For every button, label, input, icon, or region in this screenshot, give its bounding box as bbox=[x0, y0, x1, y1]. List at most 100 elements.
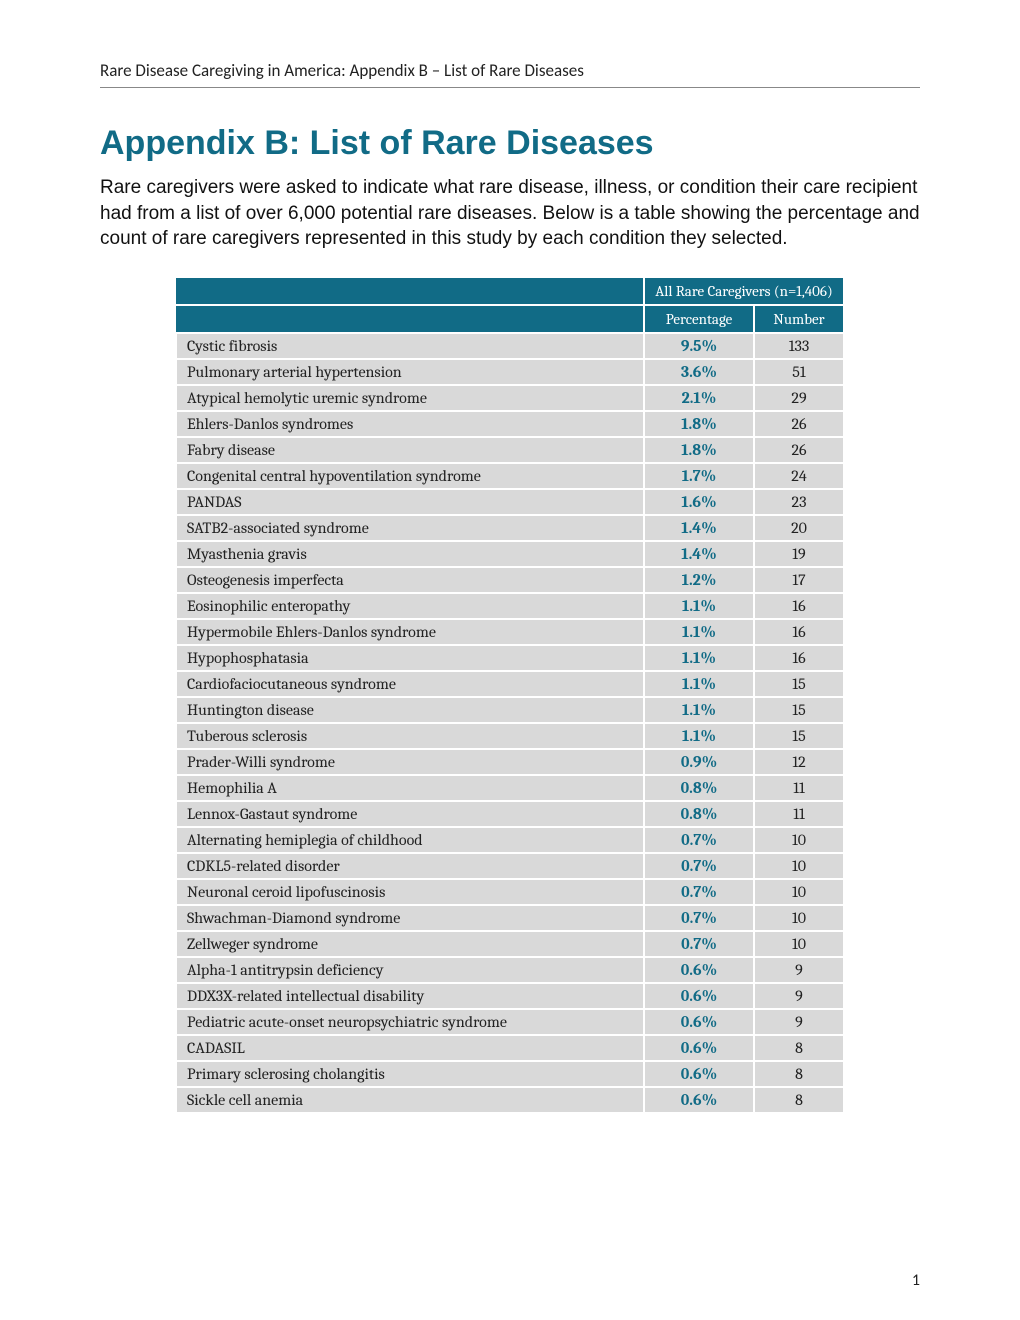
disease-name: Prader-Willi syndrome bbox=[176, 749, 644, 775]
disease-number: 19 bbox=[754, 541, 844, 567]
disease-number: 8 bbox=[754, 1087, 844, 1113]
disease-name: Hypermobile Ehlers-Danlos syndrome bbox=[176, 619, 644, 645]
table-header-blank bbox=[176, 277, 644, 305]
disease-number: 10 bbox=[754, 827, 844, 853]
disease-percentage: 1.1% bbox=[644, 645, 754, 671]
disease-name: Shwachman-Diamond syndrome bbox=[176, 905, 644, 931]
disease-number: 10 bbox=[754, 879, 844, 905]
disease-name: Cystic fibrosis bbox=[176, 333, 644, 359]
disease-number: 20 bbox=[754, 515, 844, 541]
table-row: Neuronal ceroid lipofuscinosis0.7%10 bbox=[176, 879, 844, 905]
disease-percentage: 0.6% bbox=[644, 957, 754, 983]
disease-percentage: 0.6% bbox=[644, 1061, 754, 1087]
table-row: Pediatric acute-onset neuropsychiatric s… bbox=[176, 1009, 844, 1035]
disease-name: Ehlers-Danlos syndromes bbox=[176, 411, 644, 437]
disease-percentage: 0.6% bbox=[644, 1087, 754, 1113]
table-row: Atypical hemolytic uremic syndrome2.1%29 bbox=[176, 385, 844, 411]
disease-percentage: 1.1% bbox=[644, 697, 754, 723]
disease-number: 15 bbox=[754, 723, 844, 749]
disease-name: Eosinophilic enteropathy bbox=[176, 593, 644, 619]
disease-number: 133 bbox=[754, 333, 844, 359]
table-row: Sickle cell anemia0.6%8 bbox=[176, 1087, 844, 1113]
disease-percentage: 1.1% bbox=[644, 671, 754, 697]
disease-percentage: 0.6% bbox=[644, 983, 754, 1009]
table-row: Fabry disease1.8%26 bbox=[176, 437, 844, 463]
disease-percentage: 3.6% bbox=[644, 359, 754, 385]
disease-name: Lennox-Gastaut syndrome bbox=[176, 801, 644, 827]
disease-percentage: 1.1% bbox=[644, 593, 754, 619]
disease-name: Neuronal ceroid lipofuscinosis bbox=[176, 879, 644, 905]
table-row: Cystic fibrosis9.5%133 bbox=[176, 333, 844, 359]
disease-percentage: 0.7% bbox=[644, 853, 754, 879]
disease-number: 8 bbox=[754, 1061, 844, 1087]
disease-number: 9 bbox=[754, 983, 844, 1009]
disease-percentage: 0.7% bbox=[644, 931, 754, 957]
disease-number: 8 bbox=[754, 1035, 844, 1061]
disease-name: Hemophilia A bbox=[176, 775, 644, 801]
disease-name: Huntington disease bbox=[176, 697, 644, 723]
disease-percentage: 0.9% bbox=[644, 749, 754, 775]
disease-percentage: 1.2% bbox=[644, 567, 754, 593]
table-col-number: Number bbox=[754, 305, 844, 333]
table-row: CDKL5-related disorder0.7%10 bbox=[176, 853, 844, 879]
intro-paragraph: Rare caregivers were asked to indicate w… bbox=[100, 175, 920, 252]
disease-percentage: 1.4% bbox=[644, 541, 754, 567]
table-row: Primary sclerosing cholangitis0.6%8 bbox=[176, 1061, 844, 1087]
disease-number: 26 bbox=[754, 437, 844, 463]
table-row: DDX3X-related intellectual disability0.6… bbox=[176, 983, 844, 1009]
table-row: Hypophosphatasia1.1%16 bbox=[176, 645, 844, 671]
disease-percentage: 9.5% bbox=[644, 333, 754, 359]
table-row: Hypermobile Ehlers-Danlos syndrome1.1%16 bbox=[176, 619, 844, 645]
disease-name: Alternating hemiplegia of childhood bbox=[176, 827, 644, 853]
disease-name: Sickle cell anemia bbox=[176, 1087, 644, 1113]
disease-number: 16 bbox=[754, 593, 844, 619]
disease-number: 16 bbox=[754, 645, 844, 671]
table-row: CADASIL0.6%8 bbox=[176, 1035, 844, 1061]
disease-number: 26 bbox=[754, 411, 844, 437]
disease-name: SATB2-associated syndrome bbox=[176, 515, 644, 541]
table-row: Osteogenesis imperfecta1.2%17 bbox=[176, 567, 844, 593]
disease-number: 11 bbox=[754, 775, 844, 801]
disease-percentage: 0.8% bbox=[644, 775, 754, 801]
table-row: Alternating hemiplegia of childhood0.7%1… bbox=[176, 827, 844, 853]
disease-name: Myasthenia gravis bbox=[176, 541, 644, 567]
disease-name: Fabry disease bbox=[176, 437, 644, 463]
disease-name: Pulmonary arterial hypertension bbox=[176, 359, 644, 385]
table-row: Pulmonary arterial hypertension3.6%51 bbox=[176, 359, 844, 385]
table-row: Hemophilia A0.8%11 bbox=[176, 775, 844, 801]
table-row: Huntington disease1.1%15 bbox=[176, 697, 844, 723]
disease-name: CDKL5-related disorder bbox=[176, 853, 644, 879]
disease-name: Primary sclerosing cholangitis bbox=[176, 1061, 644, 1087]
disease-name: Congenital central hypoventilation syndr… bbox=[176, 463, 644, 489]
table-row: Myasthenia gravis1.4%19 bbox=[176, 541, 844, 567]
table-row: Cardiofaciocutaneous syndrome1.1%15 bbox=[176, 671, 844, 697]
disease-name: Zellweger syndrome bbox=[176, 931, 644, 957]
table-row: Lennox-Gastaut syndrome0.8%11 bbox=[176, 801, 844, 827]
table-header-group: All Rare Caregivers (n=1,406) bbox=[644, 277, 844, 305]
table-row: Shwachman-Diamond syndrome0.7%10 bbox=[176, 905, 844, 931]
disease-number: 51 bbox=[754, 359, 844, 385]
disease-percentage: 0.6% bbox=[644, 1009, 754, 1035]
disease-name: DDX3X-related intellectual disability bbox=[176, 983, 644, 1009]
disease-percentage: 0.7% bbox=[644, 879, 754, 905]
disease-number: 15 bbox=[754, 697, 844, 723]
disease-name: Pediatric acute-onset neuropsychiatric s… bbox=[176, 1009, 644, 1035]
disease-number: 9 bbox=[754, 957, 844, 983]
disease-name: Tuberous sclerosis bbox=[176, 723, 644, 749]
disease-number: 17 bbox=[754, 567, 844, 593]
disease-percentage: 1.8% bbox=[644, 437, 754, 463]
page-title: Appendix B: List of Rare Diseases bbox=[100, 124, 920, 163]
disease-number: 9 bbox=[754, 1009, 844, 1035]
page-number: 1 bbox=[912, 1271, 920, 1290]
diseases-table: All Rare Caregivers (n=1,406) Percentage… bbox=[175, 276, 845, 1114]
disease-percentage: 1.1% bbox=[644, 619, 754, 645]
disease-percentage: 1.7% bbox=[644, 463, 754, 489]
disease-number: 23 bbox=[754, 489, 844, 515]
disease-percentage: 0.6% bbox=[644, 1035, 754, 1061]
disease-number: 10 bbox=[754, 905, 844, 931]
disease-number: 16 bbox=[754, 619, 844, 645]
disease-percentage: 1.6% bbox=[644, 489, 754, 515]
table-row: Prader-Willi syndrome0.9%12 bbox=[176, 749, 844, 775]
disease-percentage: 0.7% bbox=[644, 827, 754, 853]
disease-name: Hypophosphatasia bbox=[176, 645, 644, 671]
